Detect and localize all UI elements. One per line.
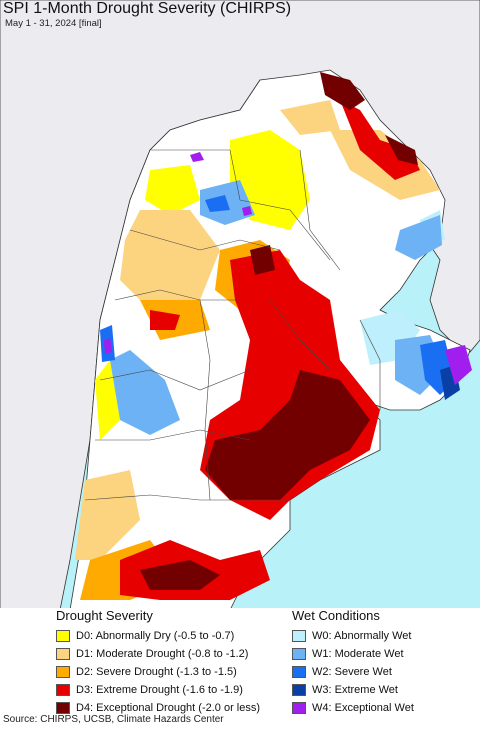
admin-boundaries	[84, 149, 381, 501]
legend-item-d4: D4: Exceptional Drought (-2.0 or less)	[56, 699, 260, 717]
swatch-w4	[292, 702, 306, 714]
legend-item-w1: W1: Moderate Wet	[292, 645, 414, 663]
wet-legend-heading: Wet Conditions	[292, 608, 380, 623]
legend-label-d1: D1: Moderate Drought (-0.8 to -1.2)	[76, 648, 249, 660]
legend-label-w3: W3: Extreme Wet	[312, 684, 398, 696]
legend-item-d3: D3: Extreme Drought (-1.6 to -1.9)	[56, 681, 260, 699]
legend-label-w2: W2: Severe Wet	[312, 666, 392, 678]
swatch-w0	[292, 630, 306, 642]
legend: Drought Severity D0: Abnormally Dry (-0.…	[0, 608, 480, 714]
legend-item-d2: D2: Severe Drought (-1.3 to -1.5)	[56, 663, 260, 681]
map-title: SPI 1-Month Drought Severity (CHIRPS)	[3, 0, 292, 17]
swatch-w3	[292, 684, 306, 696]
map-subtitle: May 1 - 31, 2024 [final]	[5, 18, 102, 29]
legend-label-d0: D0: Abnormally Dry (-0.5 to -0.7)	[76, 630, 235, 642]
swatch-w1	[292, 648, 306, 660]
swatch-w2	[292, 666, 306, 678]
legend-item-d1: D1: Moderate Drought (-0.8 to -1.2)	[56, 645, 260, 663]
swatch-d4	[56, 702, 70, 714]
legend-item-w2: W2: Severe Wet	[292, 663, 414, 681]
w4-areas	[104, 152, 472, 385]
legend-label-w0: W0: Abnormally Wet	[312, 630, 412, 642]
legend-item-d0: D0: Abnormally Dry (-0.5 to -0.7)	[56, 627, 260, 645]
map-svg	[0, 0, 480, 610]
swatch-d1	[56, 648, 70, 660]
drought-legend: Drought Severity D0: Abnormally Dry (-0.…	[56, 608, 260, 717]
legend-item-w4: W4: Exceptional Wet	[292, 699, 414, 717]
legend-label-w4: W4: Exceptional Wet	[312, 702, 414, 714]
legend-item-w3: W3: Extreme Wet	[292, 681, 414, 699]
legend-label-w1: W1: Moderate Wet	[312, 648, 404, 660]
legend-item-w0: W0: Abnormally Wet	[292, 627, 414, 645]
swatch-d2	[56, 666, 70, 678]
drought-legend-heading: Drought Severity	[56, 608, 153, 623]
drought-map	[0, 0, 480, 610]
wet-legend: Wet Conditions W0: Abnormally Wet W1: Mo…	[292, 608, 414, 717]
swatch-d0	[56, 630, 70, 642]
legend-label-d2: D2: Severe Drought (-1.3 to -1.5)	[76, 666, 237, 678]
legend-label-d3: D3: Extreme Drought (-1.6 to -1.9)	[76, 684, 243, 696]
swatch-d3	[56, 684, 70, 696]
source-note: Source: CHIRPS, UCSB, Climate Hazards Ce…	[3, 714, 224, 725]
d4-areas	[140, 72, 418, 590]
legend-label-d4: D4: Exceptional Drought (-2.0 or less)	[76, 702, 261, 714]
